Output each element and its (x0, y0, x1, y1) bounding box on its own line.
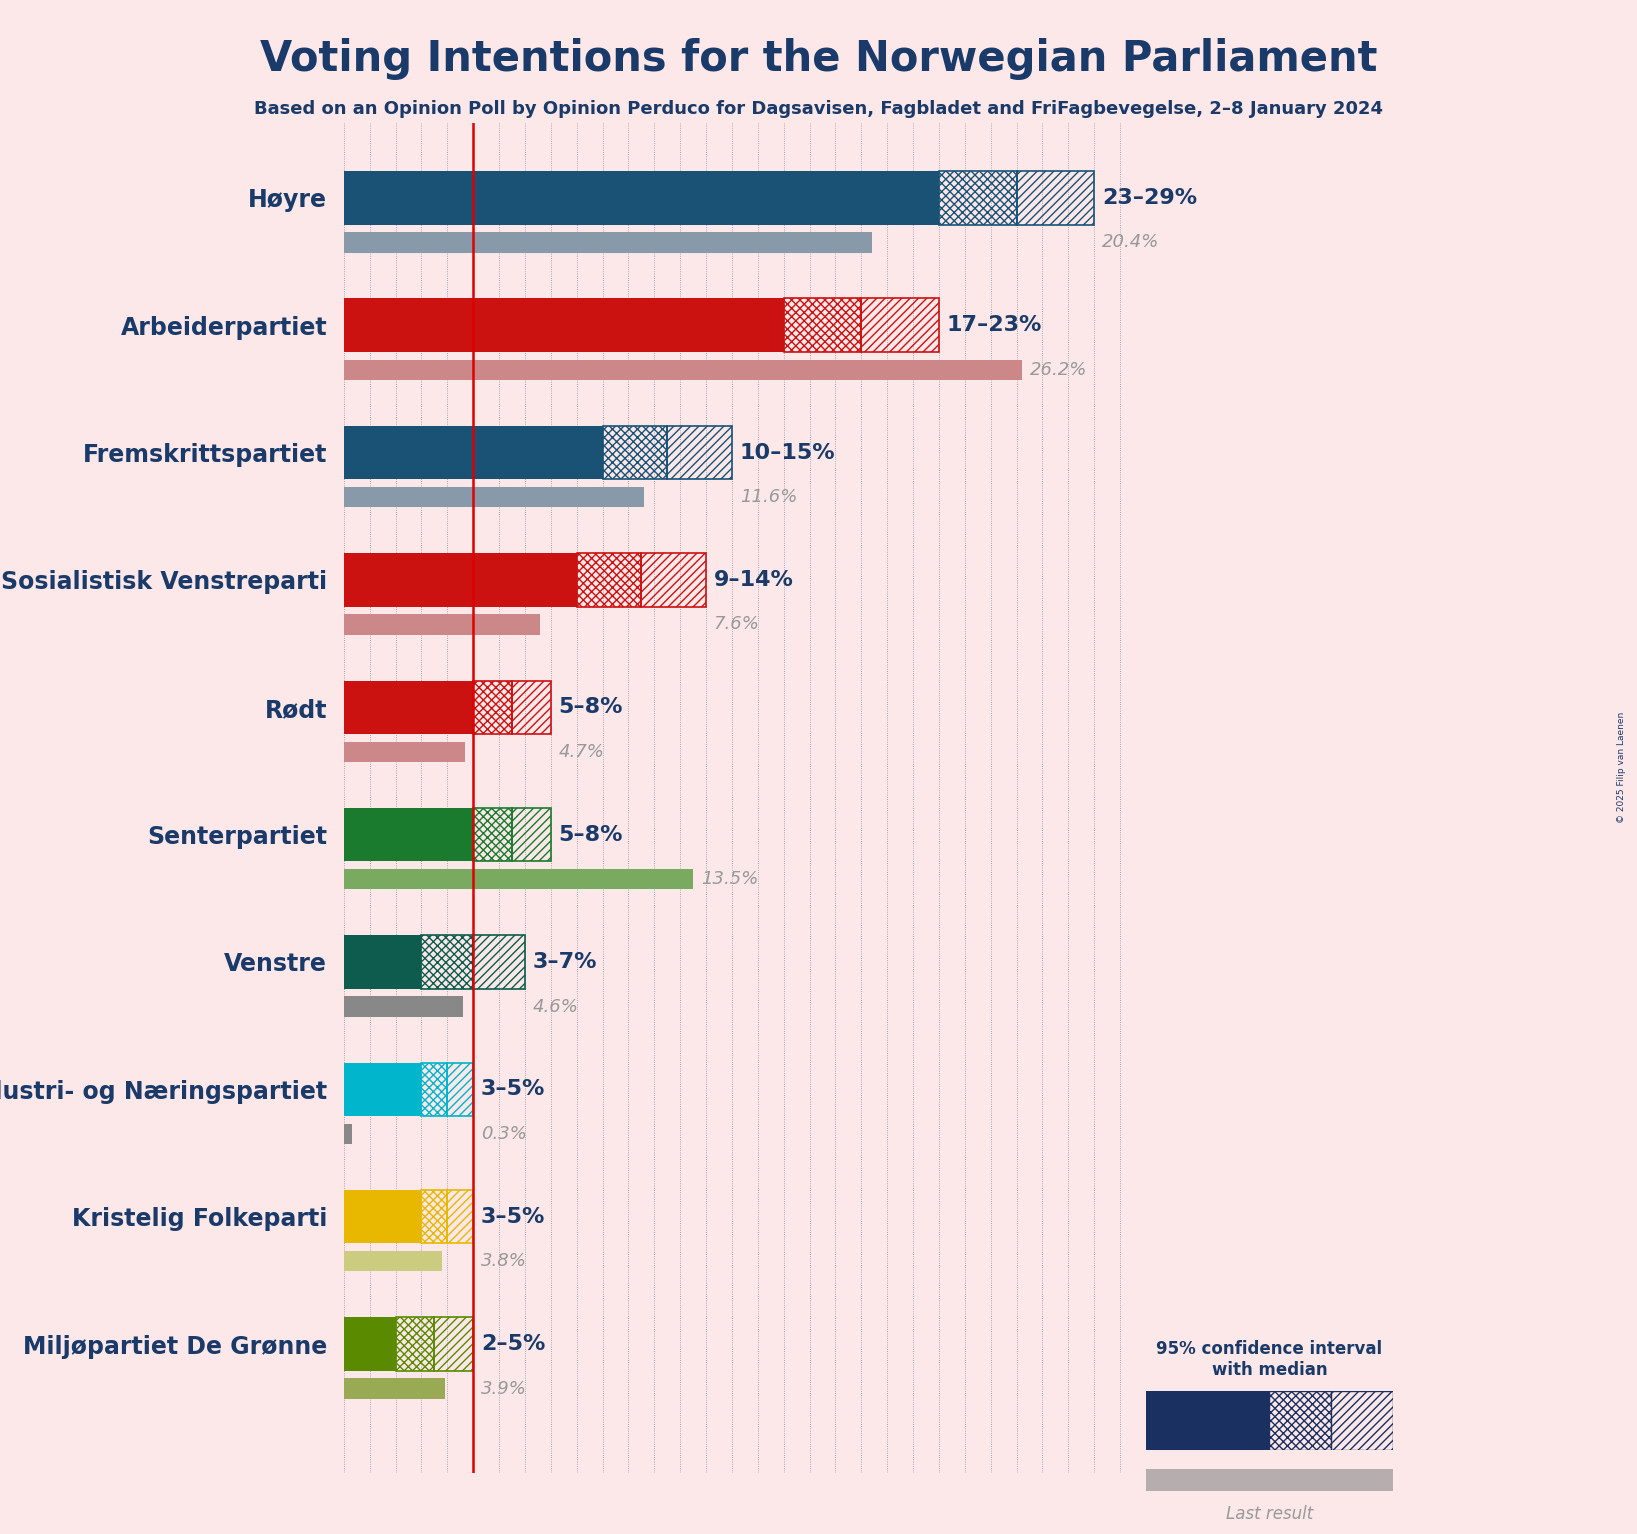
Bar (473, 936, 525, 989)
Bar (344, 808, 473, 862)
Bar (344, 232, 871, 253)
Bar (1017, 172, 1094, 224)
Text: 3.9%: 3.9% (481, 1379, 527, 1397)
Bar (473, 681, 512, 733)
Bar (421, 936, 473, 989)
Text: 5–8%: 5–8% (558, 698, 624, 718)
Text: Based on an Opinion Poll by Opinion Perduco for Dagsavisen, Fagbladet and FriFag: Based on an Opinion Poll by Opinion Perd… (254, 100, 1383, 118)
Bar (344, 1379, 445, 1399)
Bar (344, 997, 463, 1017)
Bar (396, 1318, 434, 1371)
Text: 95% confidence interval
with median: 95% confidence interval with median (1156, 1341, 1383, 1379)
Text: 9–14%: 9–14% (714, 571, 794, 591)
Bar (344, 426, 602, 479)
Bar (344, 681, 473, 733)
Bar (344, 614, 540, 635)
Text: 20.4%: 20.4% (1102, 233, 1159, 252)
Bar (344, 172, 940, 224)
Bar (784, 299, 861, 351)
Text: Voting Intentions for the Norwegian Parliament: Voting Intentions for the Norwegian Parl… (260, 38, 1377, 80)
Text: 4.7%: 4.7% (558, 742, 604, 761)
Text: 7.6%: 7.6% (714, 615, 760, 634)
Bar (344, 868, 692, 890)
Bar (473, 808, 512, 862)
Bar (512, 808, 550, 862)
Bar (344, 936, 421, 989)
Text: 23–29%: 23–29% (1102, 187, 1197, 209)
Bar (344, 554, 576, 606)
Bar (642, 554, 706, 606)
Text: 10–15%: 10–15% (740, 442, 835, 463)
Text: 3.8%: 3.8% (481, 1252, 527, 1270)
Text: 26.2%: 26.2% (1030, 360, 1087, 379)
Bar (447, 1190, 473, 1244)
Text: © 2025 Filip van Laenen: © 2025 Filip van Laenen (1617, 712, 1626, 822)
Bar (668, 426, 732, 479)
Text: 4.6%: 4.6% (532, 997, 578, 1016)
Bar (344, 1190, 421, 1244)
Bar (940, 172, 1017, 224)
Text: 11.6%: 11.6% (740, 488, 797, 506)
Bar (344, 741, 465, 762)
Bar (434, 1318, 473, 1371)
Text: 3–5%: 3–5% (481, 1207, 545, 1227)
Text: 3–5%: 3–5% (481, 1080, 545, 1100)
Bar (344, 1252, 442, 1272)
Bar (512, 681, 550, 733)
Bar (447, 1063, 473, 1117)
Bar (421, 1190, 447, 1244)
Bar (576, 554, 642, 606)
Text: 13.5%: 13.5% (701, 870, 758, 888)
Bar (344, 1318, 396, 1371)
Text: 3–7%: 3–7% (532, 953, 598, 973)
Text: 5–8%: 5–8% (558, 825, 624, 845)
Bar (344, 299, 784, 351)
Text: 2–5%: 2–5% (481, 1335, 545, 1355)
Bar (344, 486, 643, 508)
Bar (602, 426, 668, 479)
Bar (344, 1063, 421, 1117)
Bar (344, 1124, 352, 1144)
Bar (421, 1063, 447, 1117)
Text: 17–23%: 17–23% (946, 314, 1043, 336)
Bar (861, 299, 940, 351)
Bar (1146, 1470, 1393, 1491)
Text: 0.3%: 0.3% (481, 1124, 527, 1143)
Bar (344, 359, 1021, 380)
Text: Last result: Last result (1226, 1505, 1313, 1523)
